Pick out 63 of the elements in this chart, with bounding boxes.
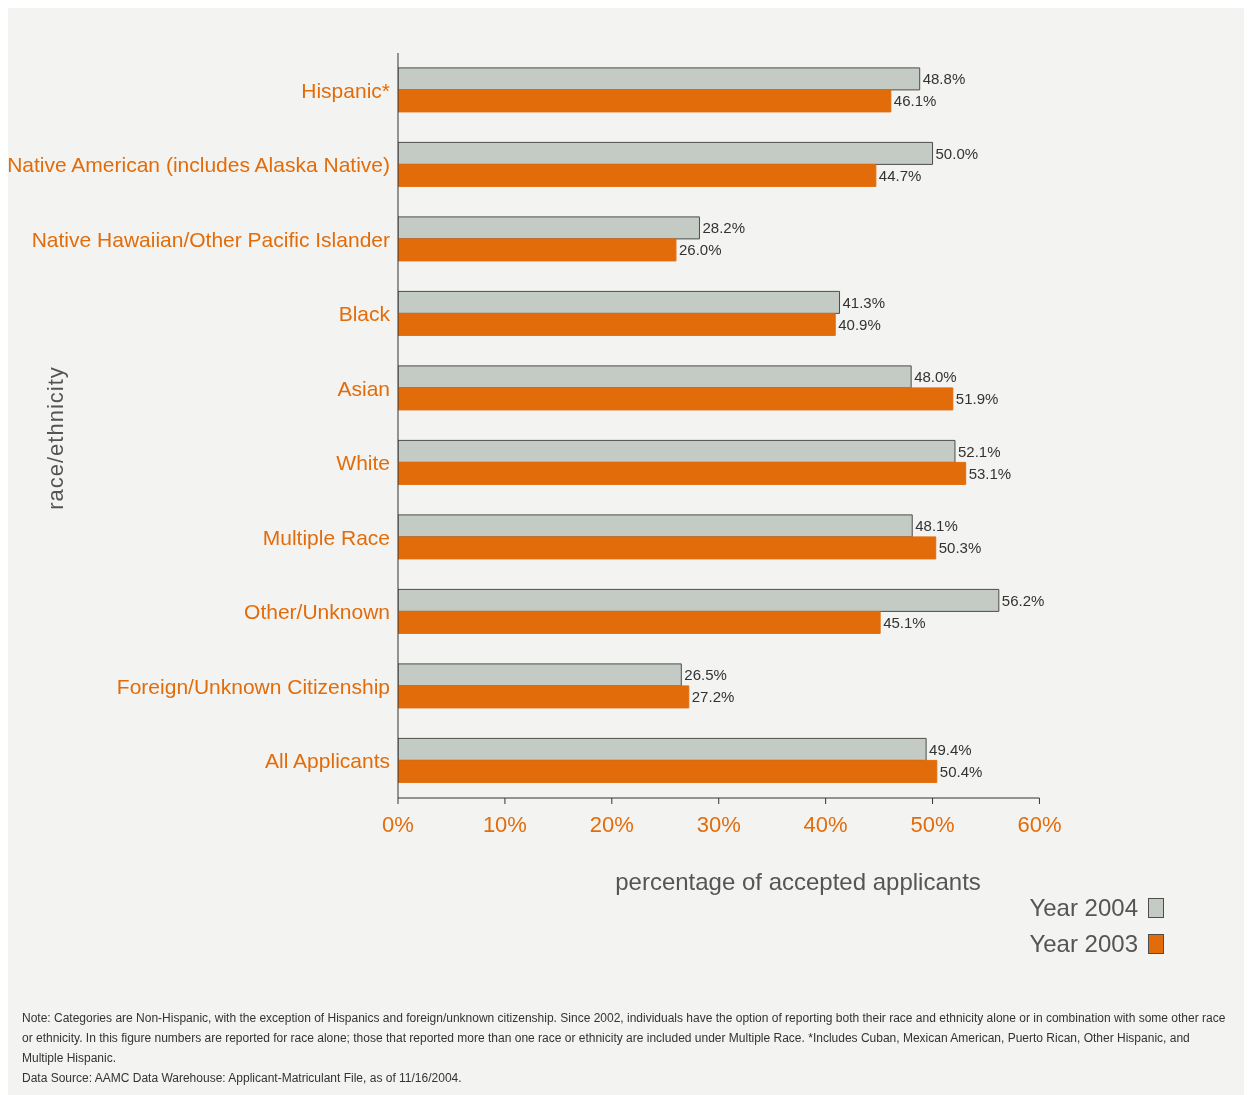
data-label: 56.2% — [1001, 591, 1045, 609]
data-label: 53.1% — [968, 464, 1012, 482]
bar — [398, 387, 954, 411]
bar — [398, 663, 682, 687]
data-label: 49.4% — [929, 740, 972, 758]
y-axis-title: race/ethnicity — [43, 366, 69, 510]
x-tick-label: 0% — [382, 811, 414, 837]
y-tick-label: All Applicants — [265, 749, 390, 773]
data-label: 26.0% — [678, 241, 722, 259]
bar — [398, 290, 841, 314]
bar — [398, 610, 881, 634]
text: Note: Categories are Non-Hispanic, with the exception of Hispanics and foreign/unknown citizenship. Since 2002, individuals have the option of reporting both their race and ethnicity alone or in combination with some other race or ethnicity. In this figure numbers are reported for race alone; those that reported more than one race or ethnicity are included under Multiple Race. *Includes Cuban, Mexican American, Puerto Rican, Other Hispanic, and Multiple Hispanic. — [22, 1010, 1227, 1067]
data-label: 46.1% — [893, 92, 937, 110]
bar — [398, 89, 892, 113]
bar — [398, 312, 836, 336]
data-label: 45.1% — [883, 613, 926, 631]
y-tick-label: Native Hawaiian/Other Pacific Islander — [31, 227, 390, 251]
bar — [398, 737, 927, 761]
legend-label: Year 2003 — [1029, 930, 1138, 958]
data-label: 52.1% — [957, 442, 1001, 460]
x-axis-title: percentage of accepted applicants — [615, 868, 981, 895]
bar — [398, 759, 938, 783]
bar — [398, 216, 700, 240]
bar — [398, 141, 934, 165]
bar — [398, 685, 690, 709]
bar — [398, 514, 913, 538]
data-label: 28.2% — [702, 219, 746, 237]
bar — [398, 461, 967, 485]
data-label: 44.7% — [878, 166, 922, 184]
y-tick-label: Hispanic* — [301, 78, 390, 102]
data-label: 41.3% — [842, 293, 886, 311]
bar — [398, 439, 956, 463]
bar — [398, 238, 677, 262]
bar — [398, 365, 912, 389]
data-label: 50.3% — [938, 539, 982, 557]
x-tick-label: 50% — [910, 811, 955, 837]
x-tick-label: 10% — [482, 811, 527, 837]
y-tick-label: Native American (includes Alaska Native) — [7, 153, 390, 177]
data-label: 50.0% — [935, 144, 979, 162]
y-tick-label: Other/Unknown — [244, 600, 390, 624]
x-tick-label: 20% — [589, 811, 634, 837]
data-label: 48.0% — [914, 368, 957, 386]
data-label: 50.4% — [939, 762, 983, 780]
data-label: 48.1% — [915, 517, 958, 535]
y-tick-label: Foreign/Unknown Citizenship — [116, 674, 390, 698]
bar — [398, 588, 1000, 612]
bar — [398, 536, 937, 560]
bar — [398, 67, 921, 91]
x-tick-label: 40% — [803, 811, 848, 837]
data-label: 48.8% — [922, 70, 966, 88]
source-note: Data Source: AAMC Data Warehouse: Applicant-Matriculant File, as of 11/16/2004. — [22, 1070, 463, 1087]
x-tick-label: 30% — [696, 811, 741, 837]
bar — [398, 163, 877, 187]
data-label: 51.9% — [955, 390, 999, 408]
data-label: 27.2% — [691, 688, 735, 706]
data-label: 40.9% — [838, 315, 881, 333]
data-label: 26.5% — [684, 666, 727, 684]
legend-label: Year 2004 — [1029, 894, 1138, 922]
x-tick-label: 60% — [1017, 811, 1062, 837]
y-tick-label: Multiple Race — [262, 525, 390, 549]
y-tick-label: White — [336, 451, 390, 475]
y-tick-label: Asian — [337, 376, 390, 400]
y-tick-label: Black — [338, 302, 391, 326]
